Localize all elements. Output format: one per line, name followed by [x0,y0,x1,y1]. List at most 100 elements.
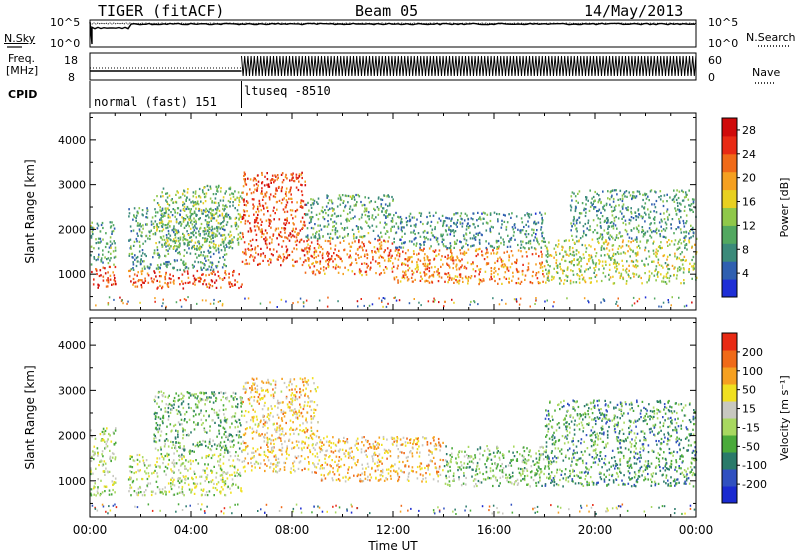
power-cell [306,213,309,216]
power-cell [456,212,459,215]
velocity-cell [181,456,183,459]
velocity-cell [105,467,107,470]
power-cell [622,239,624,242]
power-cell [269,261,272,264]
power-cell [313,265,316,268]
power-cell [612,222,615,225]
power-cell [221,266,224,269]
power-cell [507,269,510,272]
power-colorbar-segment [722,153,737,173]
velocity-cell [170,487,173,491]
power-cell [613,189,616,192]
power-cell [437,268,439,271]
power-cell [221,227,224,230]
velocity-cell [104,473,106,476]
power-cell [292,172,294,175]
power-cell [337,214,340,218]
power-cell [339,198,342,201]
power-cell [414,225,417,228]
power-cell [655,265,658,268]
power-cell [286,201,289,204]
velocity-cell [202,489,204,492]
power-cell [449,246,452,249]
power-cell [192,231,194,234]
power-cell [313,236,315,239]
velocity-cell [222,408,225,411]
power-cell [315,232,317,235]
velocity-cell [155,480,158,483]
power-cell [350,245,353,248]
power-cell [305,259,308,262]
power-cell [571,199,573,202]
power-cell [197,241,199,244]
velocity-cell [216,488,218,492]
power-cell [153,249,156,252]
velocity-cell [211,470,214,473]
power-cell [666,276,669,279]
power-cell [671,218,674,221]
power-cell [380,272,382,275]
power-cell [598,194,600,197]
power-ylabel: Slant Range [km] [23,159,37,263]
power-cell [610,258,612,261]
power-cell [477,253,479,256]
power-cell [568,249,571,252]
power-cell [208,211,210,214]
power-cell [220,234,222,237]
power-cell [383,259,386,262]
power-cell [114,277,116,280]
power-cell [635,273,638,276]
power-cell [465,239,468,242]
power-cell [157,266,160,269]
power-cell [349,264,351,267]
power-cell [634,196,637,199]
power-cell [419,271,422,274]
power-cell [531,234,533,237]
power-cell [269,222,271,225]
power-cell [481,280,483,283]
velocity-cell [140,491,142,494]
power-cell [527,262,530,265]
power-cell [498,232,500,235]
power-cell [215,266,218,269]
power-cell [283,210,286,214]
power-cell [162,215,164,218]
velocity-cell [233,415,236,418]
power-cell [379,265,381,268]
power-cell [217,190,219,193]
nsky-label: N.Sky [4,32,36,45]
power-cell [143,265,146,268]
power-cell [510,236,513,240]
power-cell [254,188,256,191]
velocity-cell [190,407,192,410]
power-cell [458,279,461,282]
power-cell [324,272,326,275]
power-cell [253,213,255,216]
power-cell [513,298,516,301]
power-cell [405,221,408,224]
power-cell [635,254,638,257]
power-cell [194,252,197,256]
power-cell [652,249,655,252]
power-cell [339,256,341,259]
power-cell [676,208,679,211]
power-cell [104,272,107,275]
power-cell [654,230,657,233]
velocity-cell [194,403,197,406]
power-cell [597,209,600,213]
power-cell [107,302,110,305]
velocity-cell [180,398,182,401]
power-cell [312,270,315,273]
power-cell [573,254,575,257]
power-cell [608,238,611,241]
velocity-cell [164,407,166,410]
power-cell [162,228,165,231]
power-cell [109,240,112,243]
power-cell [485,246,488,250]
power-cell [285,257,287,260]
power-cell [200,261,202,264]
power-cell [217,207,219,210]
power-cell [202,230,205,233]
power-cell [210,213,213,216]
velocity-cell [131,481,134,484]
